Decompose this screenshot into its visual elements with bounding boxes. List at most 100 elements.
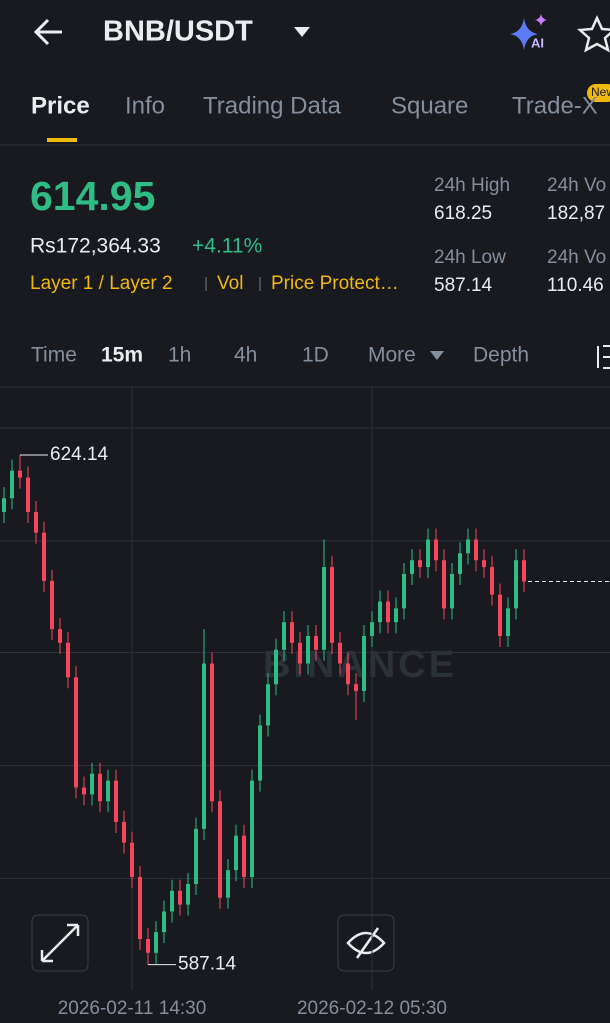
- candle-body: [170, 890, 174, 912]
- ai-badge: AI: [531, 35, 544, 50]
- tag[interactable]: Price Protect…: [271, 273, 399, 294]
- candle-body: [26, 477, 30, 512]
- candle-body: [186, 883, 190, 905]
- interval[interactable]: Time: [31, 344, 77, 367]
- stat-label: 24h Vo: [547, 247, 606, 268]
- ai-spark: [535, 14, 547, 26]
- interval[interactable]: 15m: [101, 344, 143, 367]
- candle-body: [258, 725, 262, 781]
- candle-body: [250, 780, 254, 878]
- candle-body: [402, 573, 406, 609]
- x-tick-label: 2026-02-11 14:30: [58, 998, 207, 1019]
- interval[interactable]: 1D: [302, 344, 329, 367]
- candle-body: [242, 835, 246, 878]
- candle-body: [362, 635, 366, 692]
- candle-body: [42, 532, 46, 581]
- interval[interactable]: 4h: [234, 344, 257, 367]
- candle-body: [282, 622, 286, 650]
- x-tick-label: 2026-02-12 05:30: [297, 998, 447, 1019]
- candle-body: [378, 601, 382, 623]
- stat-label: 24h Low: [434, 247, 506, 268]
- candle-body: [274, 649, 278, 685]
- fiat-price: Rs172,364.33: [30, 235, 161, 258]
- candle-body: [410, 560, 414, 574]
- stat-value: 587.14: [434, 275, 493, 296]
- candle-body: [18, 470, 22, 478]
- candle-body: [122, 821, 126, 843]
- candle-body: [298, 642, 302, 664]
- stat-label: 24h High: [434, 175, 510, 196]
- candle-body: [2, 498, 6, 512]
- hide-button[interactable]: [337, 914, 395, 972]
- candle-body: [458, 553, 462, 574]
- candle-body: [514, 560, 518, 609]
- tag-separator: [259, 277, 261, 291]
- candle-body: [266, 684, 270, 726]
- candle-body: [474, 539, 478, 561]
- ai-icon[interactable]: [510, 18, 538, 50]
- candle-body: [290, 622, 294, 643]
- price-change: +4.11%: [192, 235, 262, 258]
- pair-title[interactable]: BNB/USDT: [103, 16, 253, 48]
- candle-body: [10, 470, 14, 499]
- tab[interactable]: Trade-X: [512, 92, 598, 119]
- candle-body: [434, 539, 438, 561]
- tag-separator: [205, 277, 207, 291]
- stat-value: 618.25: [434, 203, 492, 224]
- stat-value: 110.46: [547, 275, 604, 296]
- candle-body: [354, 684, 358, 692]
- candle-body: [50, 580, 54, 630]
- interval[interactable]: More: [368, 344, 416, 367]
- candle-body: [418, 560, 422, 568]
- candle-body: [338, 642, 342, 664]
- expand-button[interactable]: [31, 914, 89, 972]
- max-label: 624.14: [50, 444, 109, 465]
- candle-body: [442, 560, 446, 609]
- candle-body: [394, 608, 398, 623]
- candle-body: [162, 911, 166, 933]
- favorite-star[interactable]: [576, 14, 610, 53]
- interval[interactable]: Depth: [473, 344, 529, 367]
- chart-settings-icon[interactable]: [597, 345, 610, 369]
- candle-body: [226, 870, 230, 898]
- tab[interactable]: Price: [31, 92, 90, 119]
- candle-body: [146, 939, 150, 953]
- pair-caret[interactable]: [294, 27, 310, 37]
- candle-body: [34, 511, 38, 533]
- candle-body: [210, 663, 214, 802]
- back-button[interactable]: [33, 18, 62, 46]
- new-badge-bg: [587, 84, 610, 102]
- candle-body: [450, 573, 454, 609]
- candle-body: [466, 539, 470, 554]
- candle-body: [522, 560, 526, 582]
- candle-body: [130, 842, 134, 878]
- candle-body: [506, 608, 510, 636]
- candle-body: [322, 567, 326, 650]
- candle-body: [74, 677, 78, 788]
- more-caret: [430, 351, 444, 360]
- candle-body: [90, 773, 94, 795]
- stat-value: 182,87: [547, 203, 605, 224]
- candle-body: [314, 635, 318, 650]
- candle-body: [498, 594, 502, 636]
- tag[interactable]: Vol: [217, 273, 243, 294]
- candle-body: [98, 773, 102, 802]
- candle-body: [58, 629, 62, 643]
- expand-icon: [40, 923, 80, 963]
- candle-body: [234, 835, 238, 871]
- candle-body: [346, 663, 350, 685]
- tab-underline: [47, 138, 77, 142]
- tag[interactable]: Layer 1 / Layer 2: [30, 273, 173, 294]
- candle-body: [178, 890, 182, 905]
- candle-body: [138, 877, 142, 940]
- candle-body: [114, 780, 118, 822]
- candle-body: [370, 622, 374, 636]
- tab[interactable]: Info: [125, 92, 165, 119]
- interval[interactable]: 1h: [168, 344, 191, 367]
- tab[interactable]: Square: [391, 92, 468, 119]
- watermark: BINANCE: [263, 644, 457, 686]
- candle-body: [202, 663, 206, 829]
- tab[interactable]: Trading Data: [203, 92, 342, 119]
